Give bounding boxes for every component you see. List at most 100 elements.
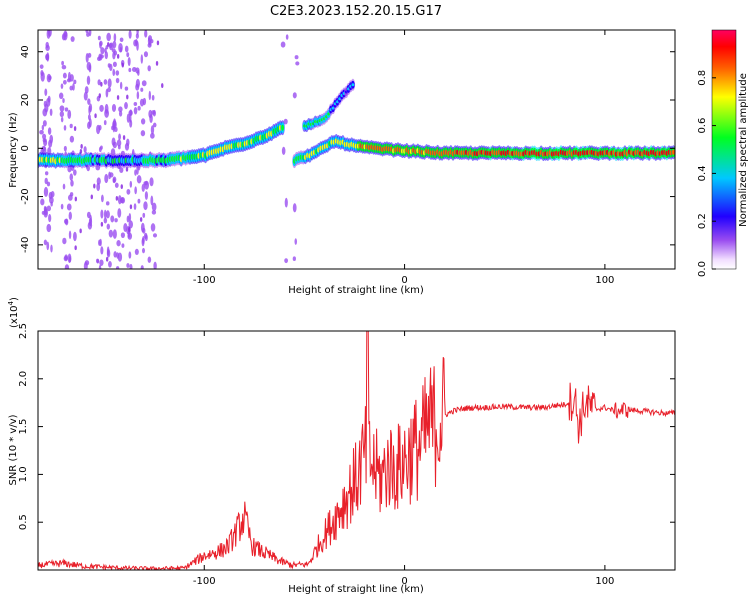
- spectrogram-noise-cell: [121, 243, 125, 248]
- snr-y-tick-label: 2.5: [18, 323, 29, 339]
- spectrogram-noise-cell: [152, 109, 156, 117]
- spectrogram-noise-cell: [94, 113, 97, 119]
- spectrogram-noise-cell: [104, 173, 109, 184]
- spectrogram-noise-cell: [150, 195, 154, 206]
- spectrogram-noise-cell: [42, 120, 47, 127]
- snr-scale-suffix: ): [9, 297, 20, 301]
- spectrogram-noise-cell: [47, 127, 52, 135]
- spectrogram-noise-cell: [140, 87, 144, 92]
- spectrogram-noise-cell: [39, 129, 44, 135]
- spectrogram-noise-cell: [46, 181, 51, 187]
- spectrogram-noise-cell: [106, 223, 110, 230]
- spectrogram-noise-cell: [99, 238, 102, 247]
- spectrogram-x-ticks: -100 0 100: [193, 30, 614, 286]
- snr-y-tick-label: 1.0: [18, 466, 29, 482]
- spectrogram-noise-cell: [86, 61, 92, 71]
- spectrogram-noise-cell: [115, 266, 120, 269]
- spectrogram-noise-cell: [100, 221, 104, 227]
- spectrogram-noise-cell: [87, 52, 92, 58]
- spectrogram-noise-cell: [104, 109, 110, 118]
- spectrogram-noise-cell: [58, 92, 64, 100]
- spectrogram-noise-cell: [97, 79, 101, 86]
- spectrogram-noise-cell: [127, 57, 131, 67]
- spectrogram-noise-cell: [47, 147, 52, 155]
- spectrogram-noise-cell: [64, 254, 68, 261]
- spectrogram-noise-cell: [108, 229, 114, 238]
- spectrogram-noise-cell: [46, 73, 52, 83]
- colorbar-tick-label: 0.0: [697, 261, 708, 277]
- spectrogram-noise-cell: [42, 133, 47, 140]
- spectrogram-noise-cell: [140, 54, 144, 64]
- colorbar-tick-label: 0.6: [697, 118, 708, 134]
- spectrogram-noise-cell: [59, 105, 65, 112]
- spectrogram-noise-cell: [83, 261, 88, 269]
- spectrogram-noise-cell: [111, 125, 115, 131]
- spectrogram-noise-cell: [156, 40, 160, 46]
- spectrogram-noise-cell: [105, 256, 109, 262]
- snr-y-tick-label: 2.0: [18, 371, 29, 387]
- spectrogram-noise-cell: [105, 210, 110, 219]
- spectrogram-noise-cell: [137, 198, 141, 204]
- spectrogram-noise-cell: [133, 106, 138, 115]
- spectrogram-x-tick-label: 0: [401, 275, 407, 286]
- spectrogram-noise-cell: [116, 252, 119, 259]
- spectrogram-noise-cell: [285, 34, 289, 40]
- spectrogram-noise-cell: [139, 217, 143, 222]
- spectrogram-noise-cell: [59, 111, 64, 118]
- spectrogram-noise-cell: [283, 118, 288, 125]
- spectrogram-noise-cell: [115, 195, 119, 201]
- spectrogram-noise-cell: [281, 146, 286, 155]
- spectrogram-noise-cell: [284, 197, 288, 208]
- spectrogram-noise-cell: [67, 194, 73, 201]
- spectrogram-noise-cell: [124, 102, 128, 110]
- spectrogram-noise-cell: [106, 246, 110, 256]
- spectrogram-noise-cell: [152, 233, 158, 238]
- spectrogram-noise-cell: [143, 232, 148, 239]
- spectrogram-noise-cell: [125, 166, 129, 172]
- spectrogram-y-ticks: -40 -20 0 20 40: [20, 45, 675, 253]
- spectrogram-noise-cell: [117, 208, 122, 218]
- main-track-core: [281, 124, 284, 131]
- spectrogram-noise-cell: [103, 120, 107, 126]
- spectrogram-noise-cell: [141, 237, 145, 247]
- spectrogram-noise-cell: [107, 87, 111, 93]
- spectrogram-noise-cell: [86, 32, 90, 37]
- spectrogram-noise-cell: [133, 101, 138, 106]
- spectrogram-noise-cell: [48, 139, 53, 148]
- spectrogram-noise-cell: [93, 183, 96, 189]
- spectrogram-noise-cell: [44, 88, 48, 97]
- spectrogram-noise-cell: [61, 65, 67, 70]
- spectrogram-y-tick-label: 20: [20, 94, 31, 107]
- snr-line-layer: [38, 331, 675, 570]
- spectrogram-noise-cell: [112, 61, 117, 68]
- spectrogram-noise-cell: [114, 218, 118, 223]
- spectrogram-noise-cell: [142, 212, 146, 218]
- spectrogram-noise-cell: [151, 94, 155, 101]
- spectrogram-noise-cell: [123, 223, 128, 232]
- spectrogram-x-tick-label: -100: [193, 275, 216, 286]
- spectrogram-noise-cell: [147, 65, 151, 72]
- spectrogram-noise-cell: [99, 41, 102, 49]
- colorbar-label: Normalized spectral amplitude: [738, 73, 749, 227]
- figure-title: C2E3.2023.152.20.15.G17: [270, 4, 442, 19]
- spectrogram-noise-cell: [40, 71, 45, 82]
- spectrogram-noise-cell: [103, 209, 107, 219]
- spectrogram-noise-cell: [141, 183, 145, 192]
- spectrogram-noise-cell: [148, 90, 152, 101]
- spectrogram-noise-cell: [151, 209, 157, 215]
- spectrogram-noise-cell: [155, 61, 159, 66]
- spectrogram-noise-cell: [294, 238, 297, 245]
- spectrogram-noise-cell: [135, 78, 140, 88]
- spectrogram-noise-cell: [74, 196, 78, 202]
- spectrogram-noise-cell: [128, 30, 132, 39]
- spectrogram-noise-cell: [292, 92, 297, 99]
- spectrogram-noise-cell: [96, 182, 101, 192]
- spectrogram-noise-cell: [119, 37, 124, 43]
- spectrogram-noise-cell: [150, 125, 155, 135]
- spectrogram-noise-cell: [41, 124, 45, 131]
- spectrogram-noise-cell: [83, 91, 88, 101]
- spectrogram-y-tick-label: 0: [20, 145, 31, 151]
- spectrogram-noise-cell: [116, 240, 121, 247]
- spectrogram-noise-cell: [126, 138, 130, 147]
- spectrogram-noise-cell: [137, 70, 140, 76]
